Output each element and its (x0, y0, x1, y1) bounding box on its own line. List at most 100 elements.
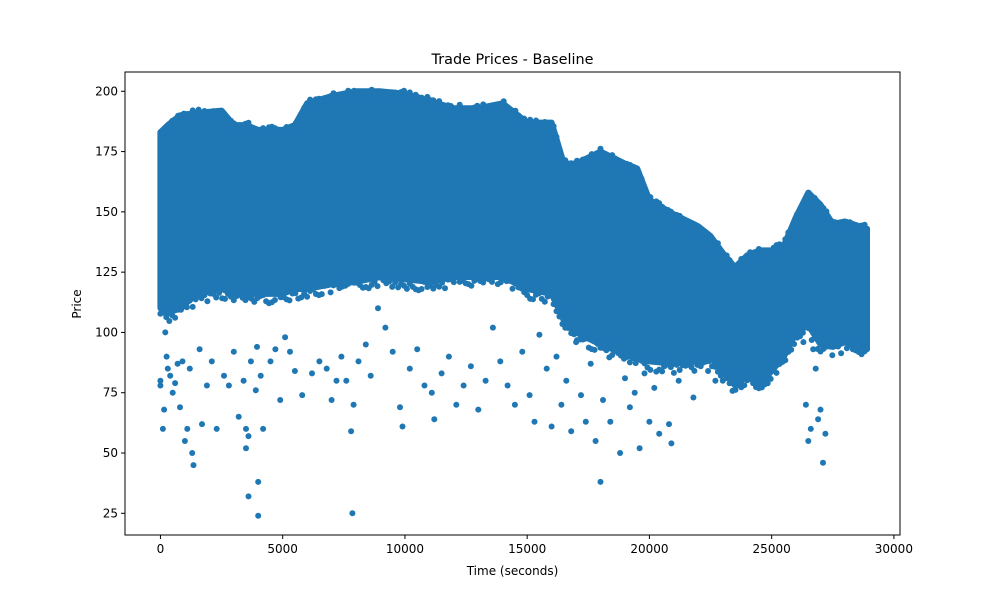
scatter-point (719, 377, 726, 384)
band-edge-point-lower (773, 369, 780, 376)
band-edge-point-lower (201, 292, 208, 299)
band-edge-point-lower (374, 283, 381, 290)
scatter-point (822, 430, 829, 437)
band-edge-point-lower (453, 274, 460, 281)
scatter-point (668, 440, 675, 447)
band-edge-point-lower (861, 348, 868, 355)
scatter-point (184, 425, 191, 432)
band-edge-point-lower (811, 334, 818, 341)
scatter-point (230, 348, 237, 355)
scatter-point (712, 377, 719, 384)
scatter-point (683, 358, 690, 365)
scatter-point (397, 404, 403, 411)
band-edge-point-upper (307, 96, 314, 103)
scatter-point (626, 404, 633, 411)
scatter-point (382, 324, 389, 331)
band-edge-point-lower (491, 274, 498, 281)
scatter-point (287, 348, 293, 355)
band-edge-point-upper (641, 187, 648, 194)
band-edge-point-upper (480, 101, 487, 108)
band-edge-point-lower (799, 329, 806, 336)
band-edge-point-lower (310, 286, 316, 293)
band-edge-point-lower (389, 283, 396, 290)
band-edge-point-lower (450, 279, 457, 286)
scatter-point (272, 346, 279, 353)
band-edge-point-upper (594, 150, 601, 157)
chart-title: Trade Prices - Baseline (431, 52, 594, 68)
band-edge-point-lower (629, 355, 636, 362)
scatter-point (438, 370, 445, 377)
band-edge-point-upper (172, 117, 179, 124)
scatter-point (267, 358, 274, 365)
band-edge-point-lower (623, 354, 630, 360)
band-edge-point-upper (550, 123, 557, 130)
scatter-point (245, 493, 252, 500)
band-edge-point-lower (547, 292, 554, 299)
band-edge-point-upper (799, 203, 806, 210)
band-edge-point-lower (172, 314, 179, 321)
band-edge-point-lower (641, 360, 648, 367)
scatter-point (705, 368, 712, 374)
band-edge-point-lower (535, 290, 542, 297)
band-edge-point-upper (192, 112, 199, 119)
band-edge-point-lower (489, 278, 495, 285)
band-edge-point-lower (286, 297, 293, 304)
band-edge-point-lower (509, 285, 516, 292)
scatter-point (199, 421, 205, 428)
band-edge-point-lower (403, 285, 410, 292)
scatter-point (568, 428, 575, 435)
scatter-point (172, 380, 179, 387)
band-edge-point-lower (189, 303, 196, 310)
scatter-point (375, 305, 381, 312)
band-edge-point-lower (829, 352, 836, 359)
scatter-point (299, 392, 306, 399)
band-edge-point-upper (160, 129, 167, 136)
band-edge-point-upper (597, 145, 604, 152)
scatter-point (208, 358, 215, 365)
x-axis: 0 5000 10000 15000 20000 25000 30000 (157, 535, 913, 556)
band-edge-point-lower (846, 341, 853, 348)
band-edge-point-upper (524, 121, 531, 128)
band-edge-point-lower (764, 380, 771, 387)
x-tick-label: 15000 (508, 542, 546, 556)
scatter-point (817, 406, 824, 413)
scatter-point (531, 418, 538, 425)
band-edge-point-lower (826, 343, 833, 350)
band-edge-point-upper (729, 261, 736, 268)
y-tick-label: 75 (103, 386, 118, 400)
band-edge-point-upper (714, 240, 721, 247)
band-edge-point-upper (477, 105, 484, 112)
scatter-point (622, 375, 628, 382)
band-edge-point-upper (245, 119, 252, 126)
band-edge-point-lower (371, 278, 378, 285)
x-tick-label: 30000 (875, 542, 913, 556)
band-edge-point-upper (342, 92, 349, 99)
band-edge-point-upper (635, 169, 642, 176)
scatter-point (343, 377, 350, 384)
band-edge-point-upper (726, 257, 733, 264)
scatter-point (617, 450, 624, 456)
scatter-point (690, 394, 697, 401)
scatter-point (167, 372, 174, 379)
scatter-point (203, 382, 210, 389)
scatter-point (190, 462, 197, 469)
band-edge-point-upper (811, 195, 818, 201)
scatter-point (511, 401, 518, 408)
band-edge-point-upper (230, 120, 237, 127)
scatter-point (177, 404, 183, 411)
scatter-point (257, 372, 264, 379)
scatter-point (815, 416, 822, 423)
band-edge-point-lower (550, 301, 557, 308)
scatter-point (453, 401, 460, 408)
scatter-point (587, 360, 594, 367)
x-tick-label: 25000 (753, 542, 791, 556)
y-axis-label: Price (70, 289, 84, 318)
band-edge-point-lower (609, 352, 616, 358)
band-edge-point-lower (841, 339, 847, 346)
scatter-point (225, 382, 232, 389)
scatter-point (163, 353, 170, 360)
band-edge-point-upper (753, 252, 759, 259)
band-edge-point-lower (565, 325, 572, 331)
scatter-point (553, 353, 560, 360)
